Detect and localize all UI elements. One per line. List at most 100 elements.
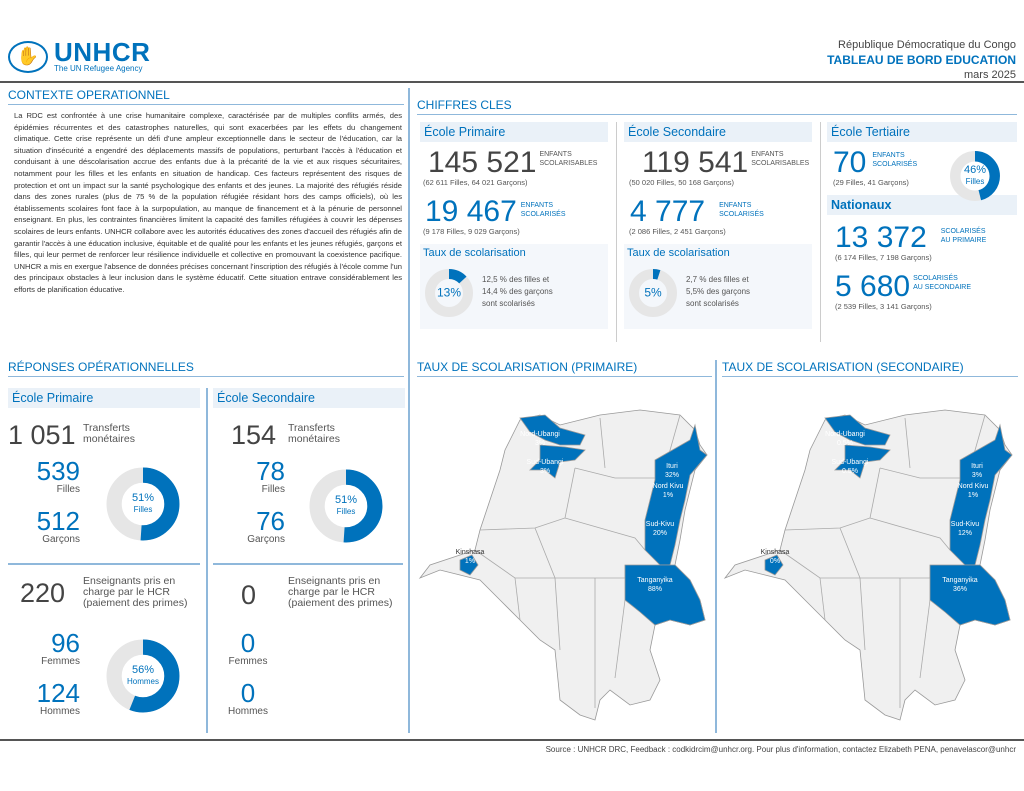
label: Filles: [56, 484, 80, 495]
highlighted-province: [824, 414, 891, 446]
province-rate: 36%: [952, 586, 968, 593]
province-name: Tanganyika: [942, 577, 978, 584]
highlighted-province: [529, 444, 586, 479]
donut-label: 13%: [436, 285, 462, 300]
header-info: République Démocratique du Congo TABLEAU…: [827, 38, 1016, 83]
donut-label: 51%: [131, 492, 155, 504]
highlighted-province: [459, 554, 479, 576]
label: ENFANTS: [872, 152, 905, 159]
highlighted-province: [519, 414, 586, 446]
map-secondaire-title: TAUX DE SCOLARISATION (SECONDAIRE): [722, 360, 1018, 377]
donut-chart: [629, 269, 677, 317]
donut-word: Filles: [336, 507, 356, 516]
highlighted-province: [764, 554, 784, 576]
enrollment-rate-donut: 5%: [628, 268, 678, 318]
map-label-ituri: Ituri 32%: [665, 462, 679, 480]
label: Femmes: [228, 656, 268, 667]
province-rate: 3%: [971, 472, 983, 479]
map-label-sud-kivu: Sud-Kivu 20%: [646, 520, 674, 538]
province-border: [784, 467, 881, 531]
resp-secondaire-title: École Secondaire: [213, 388, 405, 408]
highlighted-province: [929, 564, 1011, 626]
divider: [213, 563, 403, 565]
donut-chart: [106, 639, 180, 713]
map-label-ituri: Ituri 3%: [971, 462, 983, 480]
province-rate: 88%: [647, 586, 663, 593]
province-name: Nord Kivu: [957, 483, 989, 490]
note: (50 020 Filles, 50 168 Garçons): [629, 178, 735, 187]
province-name: Sud-Kivu: [950, 521, 980, 528]
source-note: Source : UNHCR DRC, Feedback : codkidrci…: [545, 745, 1016, 754]
highlighted-province: [834, 444, 891, 479]
men-share-donut: 56% Hommes: [105, 638, 181, 714]
transfers-count: 1 051: [8, 420, 76, 450]
note: (62 611 Filles, 64 021 Garçons): [423, 178, 528, 187]
donut-chart: [425, 269, 473, 317]
province-name: Nord-Ubangi: [520, 431, 560, 438]
note: (2 086 Filles, 2 451 Garçons): [629, 227, 726, 236]
province-rate: 20%: [652, 530, 667, 537]
province-rate: 0.5%: [842, 468, 858, 475]
footer-divider: [0, 739, 1024, 741]
drc-map: [418, 409, 708, 721]
province-border: [819, 577, 826, 621]
donut-label: 5%: [644, 285, 662, 300]
divider: [206, 388, 208, 733]
label: SCOLARISÉS: [872, 161, 918, 168]
donut-word: Filles: [133, 505, 153, 514]
donut-segment: [950, 151, 1000, 201]
divider: [616, 122, 617, 342]
tertiary-girls-donut: 46% Filles: [949, 150, 1001, 202]
responses-title: RÉPONSES OPÉRATIONNELLES: [8, 360, 404, 377]
donut-label: 56%: [131, 664, 155, 676]
province-rate: 3%: [534, 440, 546, 447]
country-outline: [418, 409, 708, 721]
resp-secondaire: École Secondaire 154 Transferts monétaire…: [213, 388, 405, 733]
divider: [820, 122, 821, 342]
donut-segment: [106, 639, 180, 713]
logo-tagline: The UN Refugee Agency: [54, 64, 143, 73]
map-label-kinshasa: Kinshasa 0%: [761, 548, 790, 566]
teachers-count: 220: [20, 578, 66, 608]
label: Hommes: [227, 706, 268, 717]
label: monétaires: [83, 433, 135, 445]
women-count: 0: [240, 628, 256, 658]
teachers-count: 0: [241, 580, 257, 610]
label: Femmes: [41, 656, 80, 667]
label: Hommes: [39, 706, 80, 717]
label: AU PRIMAIRE: [940, 237, 987, 244]
label: Enseignants pris en: [288, 575, 381, 587]
province-name: Sud-Kivu: [645, 521, 675, 528]
label: monétaires: [288, 433, 340, 445]
donut-word: Filles: [965, 177, 985, 186]
province-border: [574, 467, 655, 479]
rate-text: sont scolarisés: [482, 299, 535, 308]
boys-count: 512: [36, 506, 80, 536]
kf-primaire: École Primaire 145 521 ENFANTS SCOLARISABL…: [420, 122, 608, 329]
nat-secondary-count: 5 680: [835, 270, 911, 303]
resp-primaire-title: École Primaire: [8, 388, 200, 408]
enrolled-count: 19 467: [425, 195, 517, 228]
province-rate: 1%: [464, 558, 476, 565]
girls-count: 539: [36, 456, 80, 486]
label: (paiement des primes): [83, 597, 188, 609]
province-rate: 12%: [957, 530, 972, 537]
context-title: CONTEXTE OPERATIONNEL: [8, 88, 404, 105]
province-rate: 32%: [664, 472, 680, 479]
label: SCOLARISÉS: [719, 211, 764, 218]
province-border: [879, 467, 960, 479]
transfers-count: 154: [231, 420, 277, 450]
header-divider: [0, 81, 1024, 83]
men-count: 0: [240, 678, 256, 708]
province-rate: 3%: [539, 468, 551, 475]
map-secondaire: Nord-Ubangi 0.5% Sud-Ubangi 0.5% Ituri 3% Nord…: [720, 378, 1018, 733]
highlighted-province: [949, 423, 1013, 566]
label: ENFANTS: [539, 151, 572, 158]
boys-count: 76: [256, 506, 285, 536]
donut-label: 46%: [963, 164, 987, 176]
tertiary-count: 70: [833, 146, 867, 179]
map-label-sud-ubangi: Sud-Ubangi 3%: [527, 458, 564, 476]
province-name: Ituri: [666, 463, 678, 470]
schoolable-count: 119 541: [642, 146, 749, 179]
label: charge par le HCR: [288, 586, 375, 598]
